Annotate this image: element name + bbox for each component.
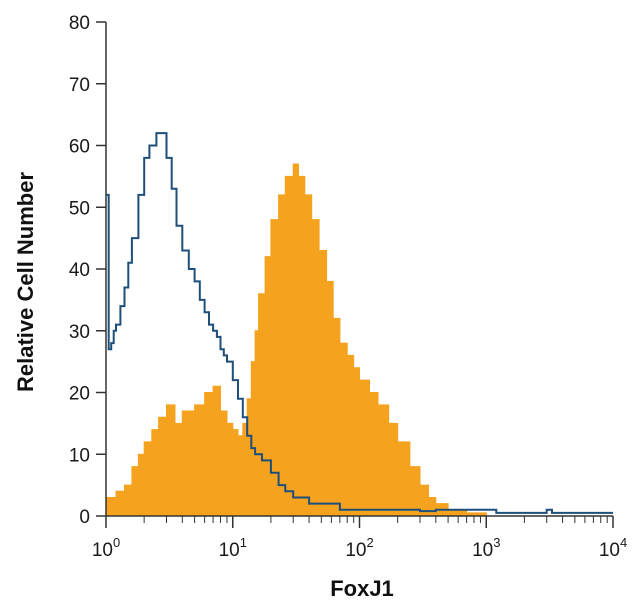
y-tick-label: 20 [69,384,90,405]
series-filled-histogram [105,163,487,517]
y-tick-label: 70 [69,75,90,96]
y-tick-label: 10 [69,445,90,466]
x-axis-title: FoxJ1 [330,576,394,601]
y-tick-label: 0 [79,507,90,528]
x-tick-label: 100 [92,535,120,561]
x-tick-label: 104 [599,535,627,561]
y-axis-title: Relative Cell Number [13,172,38,393]
y-tick-label: 30 [69,322,90,343]
x-tick-label: 101 [219,535,247,561]
y-tick-label: 80 [69,13,90,34]
series-outline-histogram [106,132,613,514]
plot-area [105,132,613,517]
ticks: 0 10 20 30 40 50 60 70 80 100 101 102 103 104 [69,13,627,561]
x-tick-label: 103 [472,535,500,561]
x-tick-label: 102 [345,535,373,561]
y-tick-label: 50 [69,198,90,219]
y-tick-label: 60 [69,137,90,158]
y-tick-label: 40 [69,260,90,281]
